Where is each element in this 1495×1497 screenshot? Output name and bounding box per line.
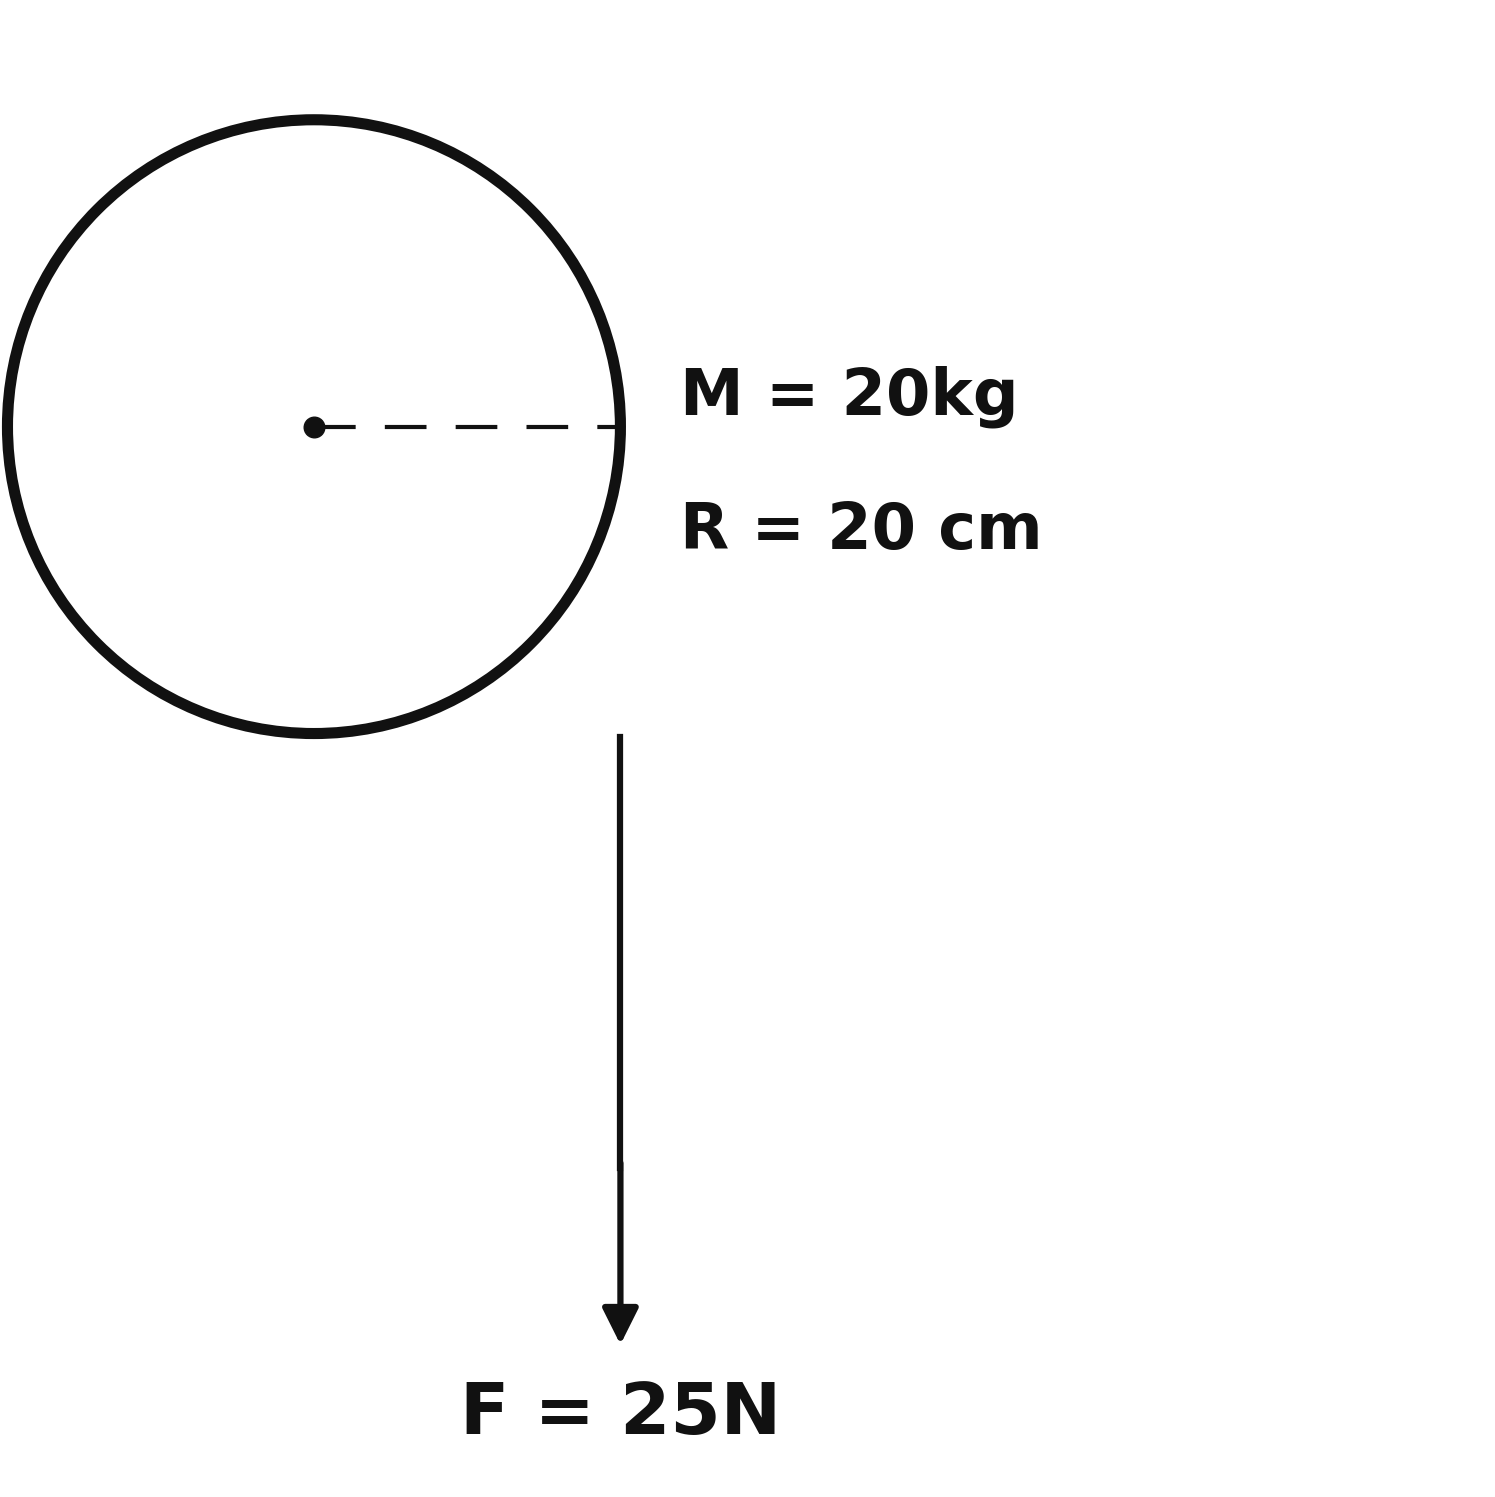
Point [302,415,326,439]
Text: F = 25N: F = 25N [460,1380,780,1449]
Text: M = 20kg: M = 20kg [680,365,1020,428]
Text: R = 20 cm: R = 20 cm [680,500,1044,563]
